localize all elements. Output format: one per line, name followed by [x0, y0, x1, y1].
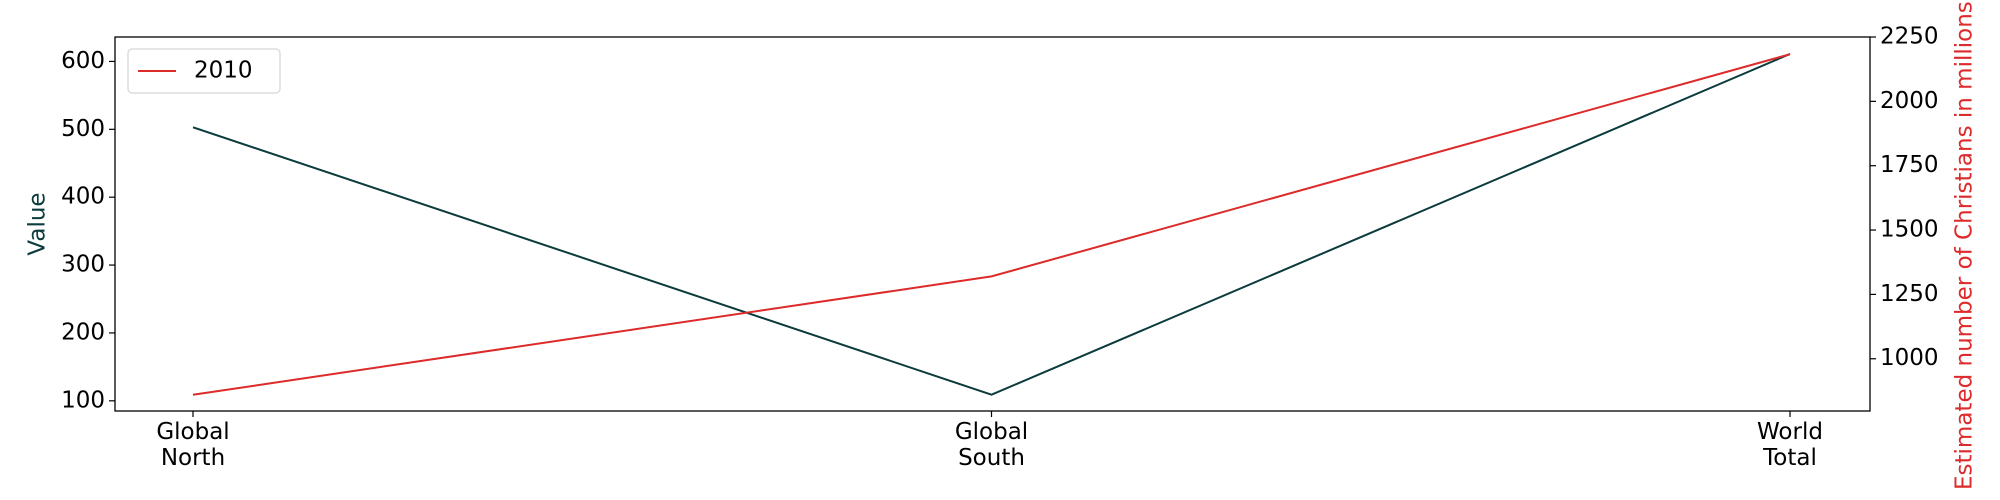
- y-tick-label: 200: [61, 319, 105, 345]
- y2-tick-label: 1250: [1880, 281, 1939, 307]
- y2-axis-label: Estimated number of Christians in millio…: [1952, 1, 1978, 490]
- line-series: [192, 53, 1791, 396]
- y2-tick-label: 2250: [1880, 24, 1939, 50]
- y-tick-label: 400: [61, 184, 105, 210]
- y2-tick-label: 2000: [1880, 88, 1939, 114]
- y2-tick-label: 1000: [1880, 345, 1939, 371]
- legend-label: 2010: [194, 58, 253, 84]
- x-tick-label: World Total: [1757, 419, 1823, 471]
- y-tick-label: 100: [61, 387, 105, 413]
- y2-tick-label: 1750: [1880, 152, 1939, 178]
- y-tick-label: 600: [61, 48, 105, 74]
- line-series: [192, 53, 1791, 396]
- legend-box: [127, 48, 281, 94]
- x-tick-label: Global North: [156, 419, 230, 471]
- y-tick-label: 500: [61, 116, 105, 142]
- y2-tick-label: 1500: [1880, 217, 1939, 243]
- y-tick-label: 300: [61, 252, 105, 278]
- y-axis-label: Value: [25, 192, 51, 255]
- x-tick-label: Global South: [954, 419, 1029, 471]
- plot-frame: [114, 36, 1871, 412]
